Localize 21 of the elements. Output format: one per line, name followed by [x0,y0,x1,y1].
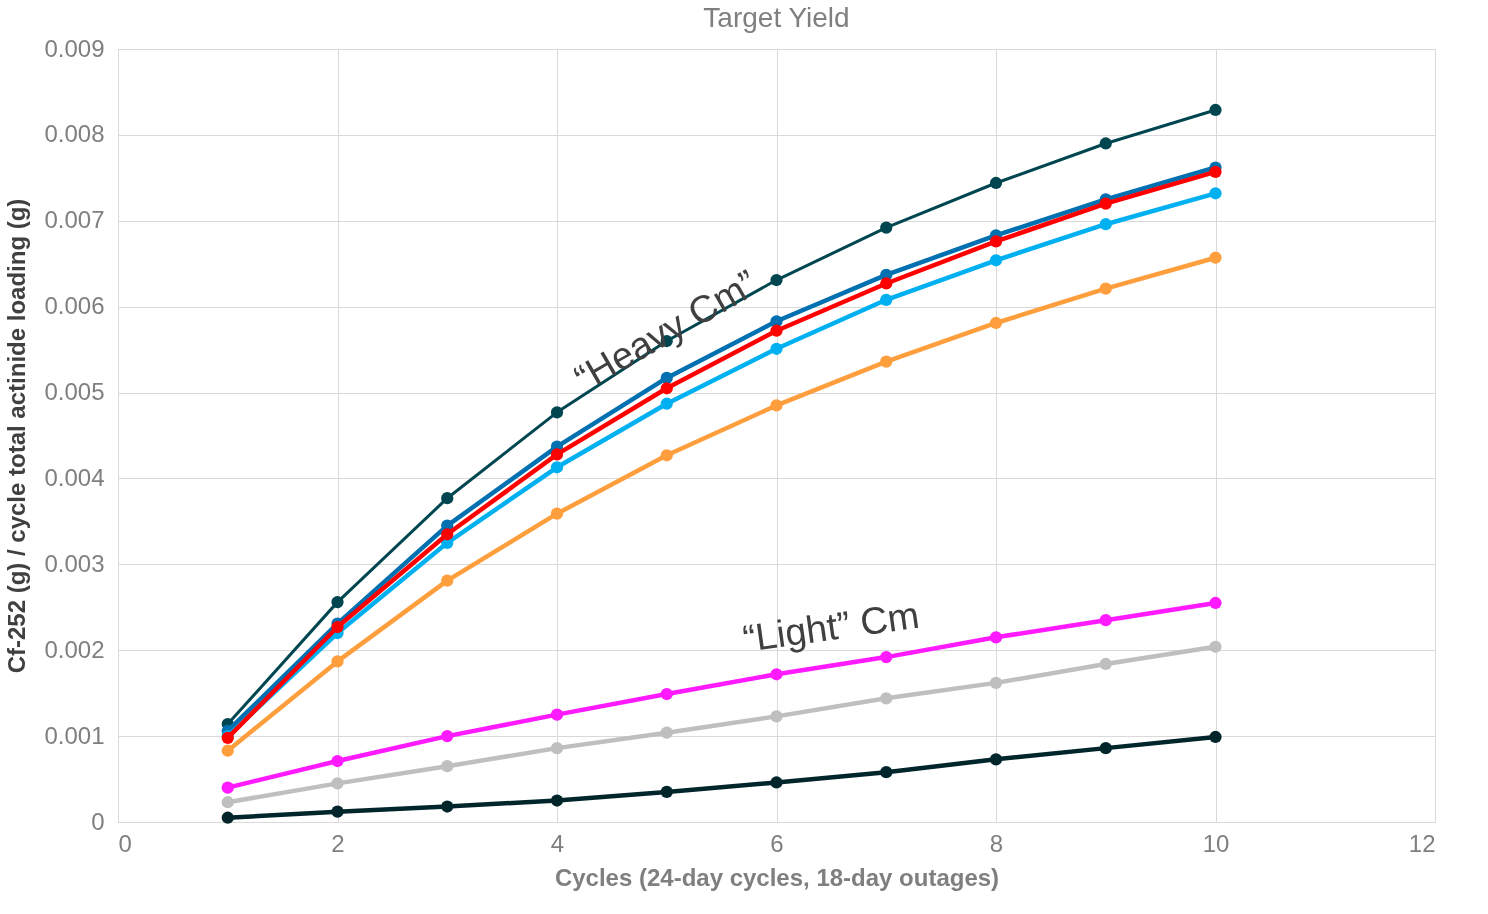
annotation: “Light” Cm [740,593,922,660]
y-tick-label: 0 [91,807,105,835]
y-axis-title: Cf-252 (g) / cycle total actinide loading (g) [3,198,31,674]
x-tick-label: 6 [770,829,784,857]
y-tick-label: 0.009 [44,34,105,62]
y-tick-label: 0.006 [44,292,105,320]
y-tick-label: 0.001 [44,721,105,749]
x-tick-label: 0 [118,829,132,857]
y-tick-label: 0.008 [44,120,105,148]
y-tick-label: 0.004 [44,463,105,491]
y-tick-label: 0.003 [44,549,105,577]
x-tick-label: 8 [989,829,1004,857]
x-tick-label: 2 [331,829,345,857]
x-axis-title: Cycles (24-day cycles, 18-day outages) [554,863,1000,891]
chart-title: Target Yield [703,2,850,33]
y-tick-label: 0.007 [44,206,105,234]
x-tick-label: 12 [1408,829,1436,857]
x-tick-label: 4 [550,829,565,857]
y-tick-label: 0.005 [44,378,105,406]
x-tick-label: 10 [1202,829,1230,857]
y-tick-label: 0.002 [44,635,105,663]
